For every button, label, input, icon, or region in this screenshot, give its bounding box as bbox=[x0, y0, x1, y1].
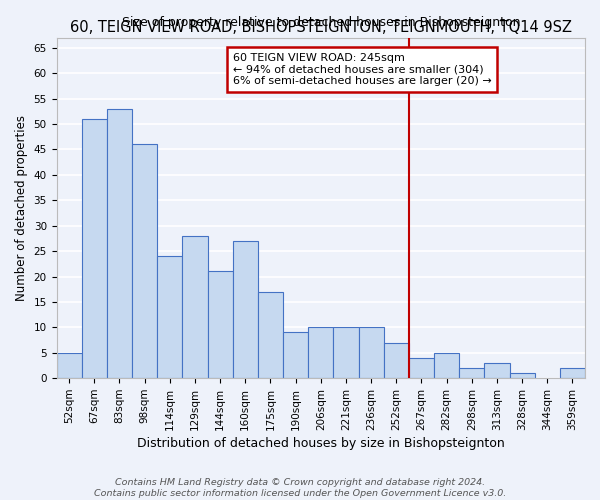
Bar bbox=[560, 368, 585, 378]
Text: Size of property relative to detached houses in Bishopsteignton: Size of property relative to detached ho… bbox=[122, 16, 520, 29]
Bar bbox=[334, 328, 359, 378]
Bar bbox=[459, 368, 484, 378]
Y-axis label: Number of detached properties: Number of detached properties bbox=[15, 115, 28, 301]
Bar bbox=[509, 373, 535, 378]
Bar bbox=[283, 332, 308, 378]
Bar bbox=[56, 353, 82, 378]
Text: 60 TEIGN VIEW ROAD: 245sqm
← 94% of detached houses are smaller (304)
6% of semi: 60 TEIGN VIEW ROAD: 245sqm ← 94% of deta… bbox=[233, 53, 491, 86]
X-axis label: Distribution of detached houses by size in Bishopsteignton: Distribution of detached houses by size … bbox=[137, 437, 505, 450]
Title: 60, TEIGN VIEW ROAD, BISHOPSTEIGNTON, TEIGNMOUTH, TQ14 9SZ: 60, TEIGN VIEW ROAD, BISHOPSTEIGNTON, TE… bbox=[70, 20, 572, 35]
Bar bbox=[258, 292, 283, 378]
Bar bbox=[484, 363, 509, 378]
Bar bbox=[383, 342, 409, 378]
Bar bbox=[308, 328, 334, 378]
Bar bbox=[182, 236, 208, 378]
Bar bbox=[132, 144, 157, 378]
Text: Contains HM Land Registry data © Crown copyright and database right 2024.
Contai: Contains HM Land Registry data © Crown c… bbox=[94, 478, 506, 498]
Bar bbox=[107, 109, 132, 378]
Bar bbox=[409, 358, 434, 378]
Bar bbox=[233, 241, 258, 378]
Bar bbox=[157, 256, 182, 378]
Bar bbox=[434, 353, 459, 378]
Bar bbox=[82, 119, 107, 378]
Bar bbox=[359, 328, 383, 378]
Bar bbox=[208, 272, 233, 378]
